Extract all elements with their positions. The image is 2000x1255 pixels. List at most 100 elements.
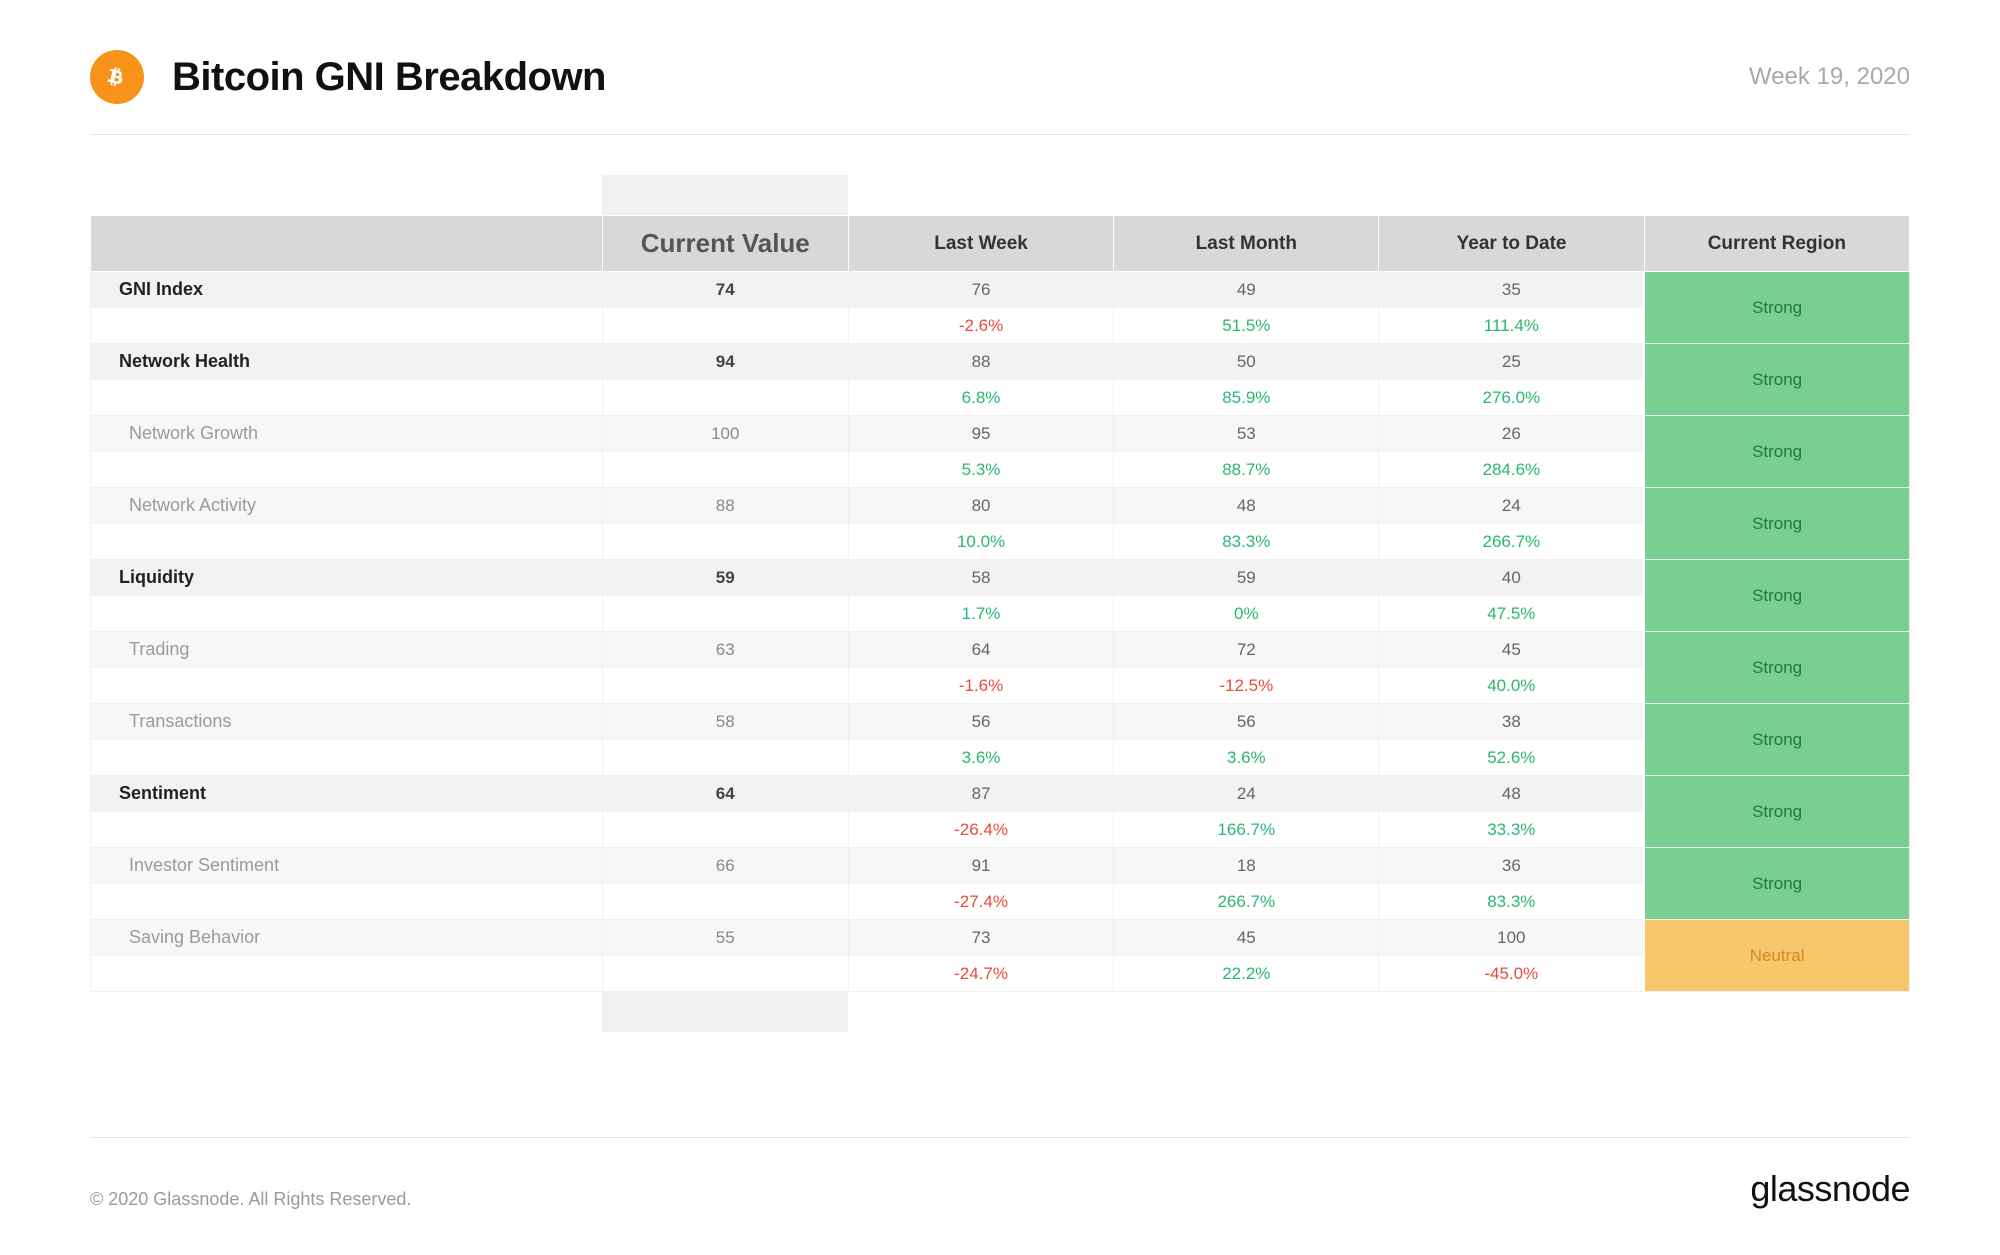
last-month-pct: 85.9% <box>1114 380 1379 416</box>
region-cell: Strong <box>1644 416 1909 488</box>
table-row-pct: -1.6%-12.5%40.0% <box>91 668 1910 704</box>
ytd-value: 100 <box>1379 920 1644 956</box>
region-cell: Strong <box>1644 848 1909 920</box>
ytd-value: 45 <box>1379 632 1644 668</box>
current-blank <box>602 524 848 560</box>
last-month-pct: 3.6% <box>1114 740 1379 776</box>
row-label-blank <box>91 956 603 992</box>
last-month-pct: -12.5% <box>1114 668 1379 704</box>
current-value: 55 <box>602 920 848 956</box>
ytd-pct: -45.0% <box>1379 956 1644 992</box>
last-month-pct: 83.3% <box>1114 524 1379 560</box>
row-label-blank <box>91 668 603 704</box>
ytd-value: 36 <box>1379 848 1644 884</box>
row-label: Transactions <box>91 704 603 740</box>
last-month-value: 24 <box>1114 776 1379 812</box>
table-row: Saving Behavior557345100Neutral <box>91 920 1910 956</box>
last-month-value: 50 <box>1114 344 1379 380</box>
last-month-pct: 88.7% <box>1114 452 1379 488</box>
last-month-pct: 0% <box>1114 596 1379 632</box>
current-value: 66 <box>602 848 848 884</box>
last-month-value: 49 <box>1114 272 1379 308</box>
last-week-value: 91 <box>848 848 1113 884</box>
row-label-blank <box>91 308 603 344</box>
region-cell: Strong <box>1644 488 1909 560</box>
table-row-pct: -26.4%166.7%33.3% <box>91 812 1910 848</box>
table-row: Network Activity88804824Strong <box>91 488 1910 524</box>
region-cell: Strong <box>1644 704 1909 776</box>
last-month-pct: 22.2% <box>1114 956 1379 992</box>
row-label: Saving Behavior <box>91 920 603 956</box>
ytd-value: 25 <box>1379 344 1644 380</box>
current-value: 64 <box>602 776 848 812</box>
current-value: 74 <box>602 272 848 308</box>
gni-table: Current Value Last Week Last Month Year … <box>90 215 1910 992</box>
ytd-pct: 266.7% <box>1379 524 1644 560</box>
last-week-value: 88 <box>848 344 1113 380</box>
row-label-blank <box>91 812 603 848</box>
current-blank <box>602 596 848 632</box>
table-row: GNI Index74764935Strong <box>91 272 1910 308</box>
row-label-blank <box>91 380 603 416</box>
header-last-month: Last Month <box>1114 216 1379 272</box>
last-month-value: 72 <box>1114 632 1379 668</box>
last-week-pct: 1.7% <box>848 596 1113 632</box>
ytd-value: 38 <box>1379 704 1644 740</box>
last-week-value: 58 <box>848 560 1113 596</box>
current-value: 100 <box>602 416 848 452</box>
ytd-pct: 276.0% <box>1379 380 1644 416</box>
last-week-pct: -26.4% <box>848 812 1113 848</box>
header-current-value: Current Value <box>602 216 848 272</box>
table-row-pct: 6.8%85.9%276.0% <box>91 380 1910 416</box>
header-ytd: Year to Date <box>1379 216 1644 272</box>
table-row: Investor Sentiment66911836Strong <box>91 848 1910 884</box>
last-week-pct: 5.3% <box>848 452 1113 488</box>
current-blank <box>602 740 848 776</box>
last-week-value: 73 <box>848 920 1113 956</box>
row-label-blank <box>91 524 603 560</box>
current-blank <box>602 956 848 992</box>
row-label: Investor Sentiment <box>91 848 603 884</box>
last-week-value: 76 <box>848 272 1113 308</box>
ytd-pct: 47.5% <box>1379 596 1644 632</box>
ytd-pct: 33.3% <box>1379 812 1644 848</box>
bitcoin-icon <box>90 50 144 104</box>
current-blank <box>602 884 848 920</box>
last-month-pct: 51.5% <box>1114 308 1379 344</box>
table-row: Network Growth100955326Strong <box>91 416 1910 452</box>
last-week-value: 56 <box>848 704 1113 740</box>
current-blank <box>602 308 848 344</box>
ytd-value: 48 <box>1379 776 1644 812</box>
region-cell: Strong <box>1644 776 1909 848</box>
last-week-pct: 6.8% <box>848 380 1113 416</box>
last-week-value: 80 <box>848 488 1113 524</box>
last-month-value: 18 <box>1114 848 1379 884</box>
region-cell: Neutral <box>1644 920 1909 992</box>
copyright-text: © 2020 Glassnode. All Rights Reserved. <box>90 1189 411 1210</box>
row-label: Network Health <box>91 344 603 380</box>
table-row: Sentiment64872448Strong <box>91 776 1910 812</box>
table-container: Current Value Last Week Last Month Year … <box>90 215 1910 992</box>
ytd-pct: 40.0% <box>1379 668 1644 704</box>
table-row-pct: -24.7%22.2%-45.0% <box>91 956 1910 992</box>
ytd-value: 24 <box>1379 488 1644 524</box>
last-month-pct: 266.7% <box>1114 884 1379 920</box>
row-label-blank <box>91 596 603 632</box>
row-label-blank <box>91 740 603 776</box>
table-row: Transactions58565638Strong <box>91 704 1910 740</box>
current-value: 63 <box>602 632 848 668</box>
ytd-pct: 111.4% <box>1379 308 1644 344</box>
ytd-value: 26 <box>1379 416 1644 452</box>
current-value: 94 <box>602 344 848 380</box>
current-value: 88 <box>602 488 848 524</box>
current-value: 59 <box>602 560 848 596</box>
region-cell: Strong <box>1644 632 1909 704</box>
table-row-pct: 3.6%3.6%52.6% <box>91 740 1910 776</box>
last-week-pct: -2.6% <box>848 308 1113 344</box>
last-month-pct: 166.7% <box>1114 812 1379 848</box>
current-blank <box>602 452 848 488</box>
current-blank <box>602 380 848 416</box>
ytd-pct: 52.6% <box>1379 740 1644 776</box>
row-label: Trading <box>91 632 603 668</box>
row-label: Network Growth <box>91 416 603 452</box>
